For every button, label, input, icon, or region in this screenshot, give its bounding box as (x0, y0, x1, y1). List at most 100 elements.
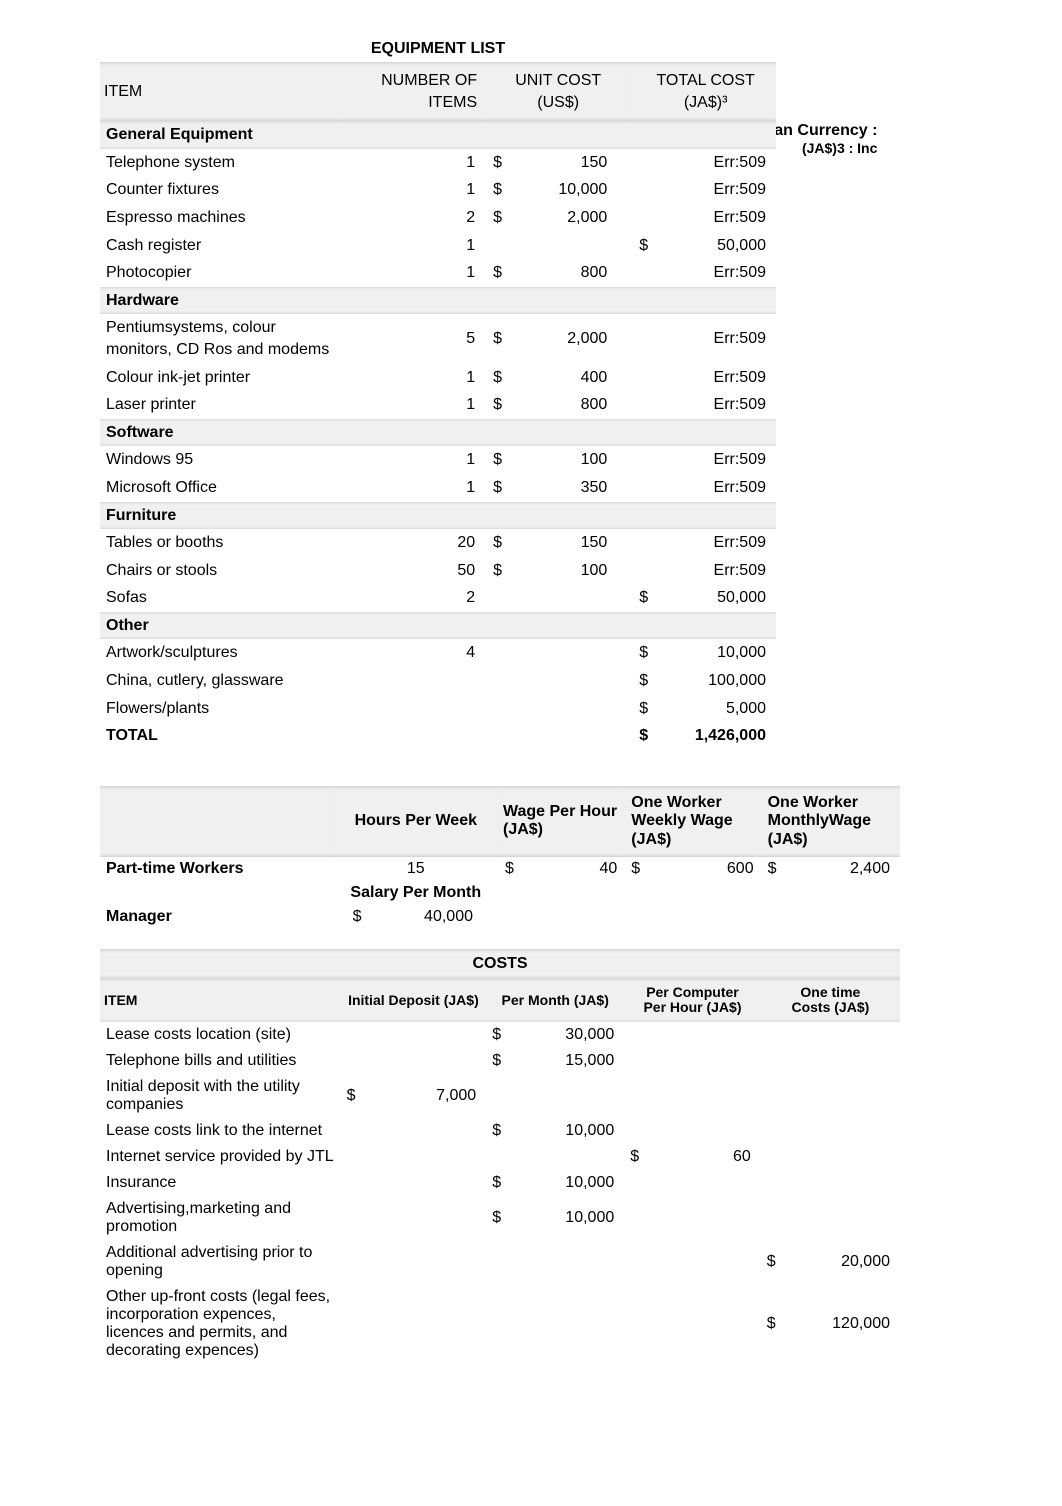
per-month: 10,000 (515, 1118, 624, 1144)
cell-item: Tables or booths (100, 529, 337, 557)
cell-unit-val: 800 (520, 391, 627, 419)
sym (624, 1074, 653, 1118)
sym (341, 1284, 370, 1364)
per-month: 30,000 (515, 1022, 624, 1048)
cell-total-val: Err:509 (666, 364, 776, 392)
table-row: Internet service provided by JTL$60 (100, 1144, 900, 1170)
cell-unit-val (520, 667, 627, 695)
per-hour (653, 1196, 760, 1240)
cell-item: Counter fixtures (100, 176, 337, 204)
equipment-table-wrap: EQUIPMENT LIST ITEM NUMBER OF ITEMS UNIT… (100, 40, 776, 750)
table-row: Artwork/sculptures4$10,000 (100, 639, 776, 667)
cell-item: Laser printer (100, 391, 337, 419)
section-header: General Equipment (100, 121, 776, 149)
cost-item: Lease costs location (site) (100, 1022, 341, 1048)
cell-item: Chairs or stools (100, 557, 337, 585)
table-row: Counter fixtures1$10,000Err:509 (100, 176, 776, 204)
cell-unit-sym: $ (481, 446, 520, 474)
cost-item: Initial deposit with the utility compani… (100, 1074, 341, 1118)
cell-item: Pentiumsystems, colour monitors, CD Ros … (100, 314, 337, 363)
cell-number: 20 (337, 529, 481, 557)
per-month: 10,000 (515, 1170, 624, 1196)
cell-unit-val (520, 232, 627, 260)
section-name: Other (100, 612, 776, 640)
cell-unit-sym: $ (481, 149, 520, 177)
cell-unit-sym: $ (481, 204, 520, 232)
sym: $ (761, 1284, 790, 1364)
workers-table-wrap: Hours Per Week Wage Per Hour (JA$) One W… (100, 786, 900, 929)
cell-unit-val: 400 (520, 364, 627, 392)
sym (624, 1118, 653, 1144)
table-row: Colour ink-jet printer1$400Err:509 (100, 364, 776, 392)
sym: $ (486, 1170, 515, 1196)
table-row: Telephone system1$150Err:509 (100, 149, 776, 177)
manager-val: 40,000 (424, 908, 493, 926)
table-row: Flowers/plants$5,000 (100, 695, 776, 723)
cell-total-sym: $ (627, 667, 666, 695)
cell-number: 1 (337, 232, 481, 260)
cell-total-val: 100,000 (666, 667, 776, 695)
section-header: Furniture (100, 502, 776, 530)
cell-total-val: Err:509 (666, 391, 776, 419)
section-header: Hardware (100, 287, 776, 315)
cell-total-sym (627, 149, 666, 177)
equipment-title: EQUIPMENT LIST (100, 40, 776, 62)
weekly-wage: 600 (657, 857, 759, 881)
salary-header-row: Salary Per Month (100, 881, 900, 905)
cell-number: 1 (337, 364, 481, 392)
cell-unit-sym (481, 584, 520, 612)
sym (624, 1048, 653, 1074)
per-hour (653, 1022, 760, 1048)
sym (624, 1170, 653, 1196)
workers-table: Hours Per Week Wage Per Hour (JA$) One W… (100, 786, 900, 929)
cell-total-val: Err:509 (666, 259, 776, 287)
workers-header-row: Hours Per Week Wage Per Hour (JA$) One W… (100, 786, 900, 857)
sym (341, 1240, 370, 1284)
sym (761, 1074, 790, 1118)
cost-item: Additional advertising prior to opening (100, 1240, 341, 1284)
cell-total-sym (627, 259, 666, 287)
sym (341, 1170, 370, 1196)
cell-total-val: Err:509 (666, 176, 776, 204)
section-name: Hardware (100, 287, 776, 315)
initial-deposit (369, 1284, 486, 1364)
header-number: NUMBER OF ITEMS (337, 62, 481, 121)
table-row: Telephone bills and utilities$15,000 (100, 1048, 900, 1074)
cell-number: 2 (337, 584, 481, 612)
cell-item: Windows 95 (100, 446, 337, 474)
table-row: Chairs or stools50$100Err:509 (100, 557, 776, 585)
costs-table-wrap: COSTS ITEM Initial Deposit (JA$) Per Mon… (100, 949, 900, 1364)
header-per-computer-hour: Per Computer Per Hour (JA$) (624, 979, 761, 1022)
cell-item: Artwork/sculptures (100, 639, 337, 667)
cell-unit-val: 150 (520, 149, 627, 177)
cell-total-sym (627, 557, 666, 585)
per-hour: 60 (653, 1144, 760, 1170)
total-val: 1,426,000 (666, 722, 776, 750)
table-row: Laser printer1$800Err:509 (100, 391, 776, 419)
cell-unit-val: 2,000 (520, 204, 627, 232)
sym: $ (624, 1144, 653, 1170)
cell-item: Sofas (100, 584, 337, 612)
sym (341, 1048, 370, 1074)
table-row: Microsoft Office1$350Err:509 (100, 474, 776, 502)
cell-unit-val: 800 (520, 259, 627, 287)
sym (624, 1284, 653, 1364)
header-total-cost: TOTAL COST (JA$)³ (627, 62, 776, 121)
table-row: Initial deposit with the utility compani… (100, 1074, 900, 1118)
sym: $ (760, 857, 794, 881)
cell-total-val: Err:509 (666, 314, 776, 363)
cell-unit-val (520, 639, 627, 667)
cell-item: Colour ink-jet printer (100, 364, 337, 392)
cell-unit-val: 100 (520, 446, 627, 474)
table-row: Pentiumsystems, colour monitors, CD Ros … (100, 314, 776, 363)
per-hour (653, 1284, 760, 1364)
one-time (790, 1170, 900, 1196)
header-item: ITEM (100, 62, 337, 121)
sym (341, 1022, 370, 1048)
cell-total-sym (627, 391, 666, 419)
header-unit-cost: UNIT COST (US$) (481, 62, 627, 121)
cell-total-val: 50,000 (666, 584, 776, 612)
equipment-header-row: ITEM NUMBER OF ITEMS UNIT COST (US$) TOT… (100, 62, 776, 121)
table-row: Espresso machines2$2,000Err:509 (100, 204, 776, 232)
table-row: Insurance$10,000 (100, 1170, 900, 1196)
